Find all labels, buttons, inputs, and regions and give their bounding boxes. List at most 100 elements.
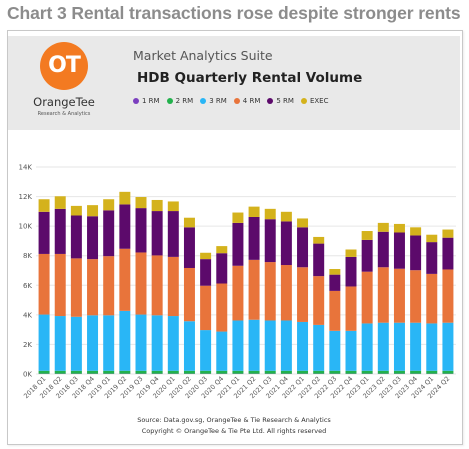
bar-segment	[232, 370, 244, 374]
bar-segment	[361, 231, 373, 240]
bar-segment	[87, 315, 99, 371]
bar-segment	[345, 330, 357, 371]
legend-item-5rm[interactable]: 5 RM	[267, 97, 294, 105]
bar-segment	[426, 242, 438, 274]
legend-label: EXEC	[309, 97, 329, 105]
chart-legend: 1 RM 2 RM 3 RM 4 RM 5 RM EXEC	[133, 97, 329, 105]
bar-segment	[103, 199, 115, 211]
bar-segment	[426, 323, 438, 371]
bar-segment	[167, 256, 179, 317]
bar-segment	[183, 321, 195, 371]
bar-segment	[442, 237, 454, 270]
legend-item-2rm[interactable]: 2 RM	[166, 97, 193, 105]
bar-segment	[280, 265, 292, 321]
bar-segment	[200, 252, 212, 260]
y-tick-label: 6K	[23, 282, 32, 290]
legend-item-4rm[interactable]: 4 RM	[233, 97, 261, 105]
y-tick-label: 0K	[23, 371, 32, 379]
bar-segment	[426, 273, 438, 324]
bar-segment	[70, 258, 82, 317]
bar-segment	[264, 208, 276, 220]
bar-segment	[70, 316, 82, 371]
bar-segment	[183, 370, 195, 374]
bar-segment	[54, 253, 66, 317]
bar-segment	[329, 370, 341, 374]
bar-segment	[151, 315, 163, 371]
legend-swatch-icon	[166, 98, 173, 104]
bar-segment	[361, 271, 373, 324]
bar-segment	[377, 370, 389, 374]
bar-segment	[183, 227, 195, 268]
y-tick-label: 14K	[19, 164, 33, 172]
bar-segment	[377, 222, 389, 232]
bar-segment	[393, 268, 405, 323]
bar-segment	[410, 322, 422, 371]
bar-segment	[345, 370, 357, 374]
bar-segment	[70, 205, 82, 216]
legend-item-exec[interactable]: EXEC	[300, 97, 329, 105]
bar-segment	[410, 370, 422, 374]
bar-segment	[345, 256, 357, 287]
bar-segment	[264, 320, 276, 371]
bar-segment	[119, 248, 131, 311]
bar-segment	[200, 330, 212, 371]
y-tick-label: 8K	[23, 252, 32, 260]
bar-segment	[135, 252, 147, 315]
legend-item-1rm[interactable]: 1 RM	[133, 97, 160, 105]
bar-segment	[151, 199, 163, 212]
copyright-line: Copyright © OrangeTee & Tie Pte Ltd. All…	[141, 427, 327, 435]
bar-segment	[361, 239, 373, 272]
bar-segment	[87, 216, 99, 260]
bar-segment	[38, 370, 50, 374]
bar-segment	[232, 222, 244, 266]
bar-segment	[280, 370, 292, 374]
bar-segment	[103, 210, 115, 257]
bar-segment	[119, 370, 131, 374]
bar-segment	[313, 276, 325, 325]
bar-segment	[216, 253, 228, 284]
bar-segment	[103, 256, 115, 316]
bar-segment	[119, 310, 131, 371]
bar-segment	[377, 322, 389, 371]
legend-swatch-icon	[133, 98, 139, 104]
bar-segment	[248, 370, 260, 374]
chart-title: HDB Quarterly Rental Volume	[137, 70, 363, 86]
y-axis-ticks: 0K 2K 4K 6K 8K 10K 12K 14K	[19, 164, 33, 379]
bar-segment	[393, 370, 405, 374]
bar-segment	[87, 370, 99, 374]
bar-segment	[151, 370, 163, 374]
bar-segment	[119, 191, 131, 205]
bar-segment	[329, 269, 341, 275]
bar-segment	[442, 370, 454, 374]
bar-segment	[232, 212, 244, 223]
bar-segment	[119, 204, 131, 249]
bar-segment	[38, 314, 50, 371]
bar-segment	[345, 249, 357, 257]
legend-item-3rm[interactable]: 3 RM	[200, 97, 227, 105]
bar-segment	[232, 320, 244, 371]
y-tick-label: 10K	[19, 223, 33, 231]
bar-segment	[87, 205, 99, 217]
legend-label: 3 RM	[209, 97, 227, 105]
bar-segment	[248, 259, 260, 320]
bar-segment	[426, 234, 438, 243]
bar-segment	[248, 206, 260, 217]
bar-segment	[103, 315, 115, 371]
bar-segment	[54, 370, 66, 374]
bar-segment	[54, 196, 66, 209]
bar-segment	[426, 370, 438, 374]
bar-segment	[393, 322, 405, 371]
bar-segment	[442, 322, 454, 371]
bar-segment	[297, 227, 309, 268]
bar-segment	[232, 265, 244, 321]
bar-segment	[216, 370, 228, 374]
bar-segment	[70, 215, 82, 259]
bar-segment	[151, 211, 163, 256]
legend-label: 4 RM	[242, 97, 261, 105]
bar-segment	[200, 285, 212, 331]
bar-segment	[200, 370, 212, 374]
bar-segment	[393, 232, 405, 269]
bar-segment	[135, 197, 147, 209]
bar-segment	[216, 331, 228, 371]
